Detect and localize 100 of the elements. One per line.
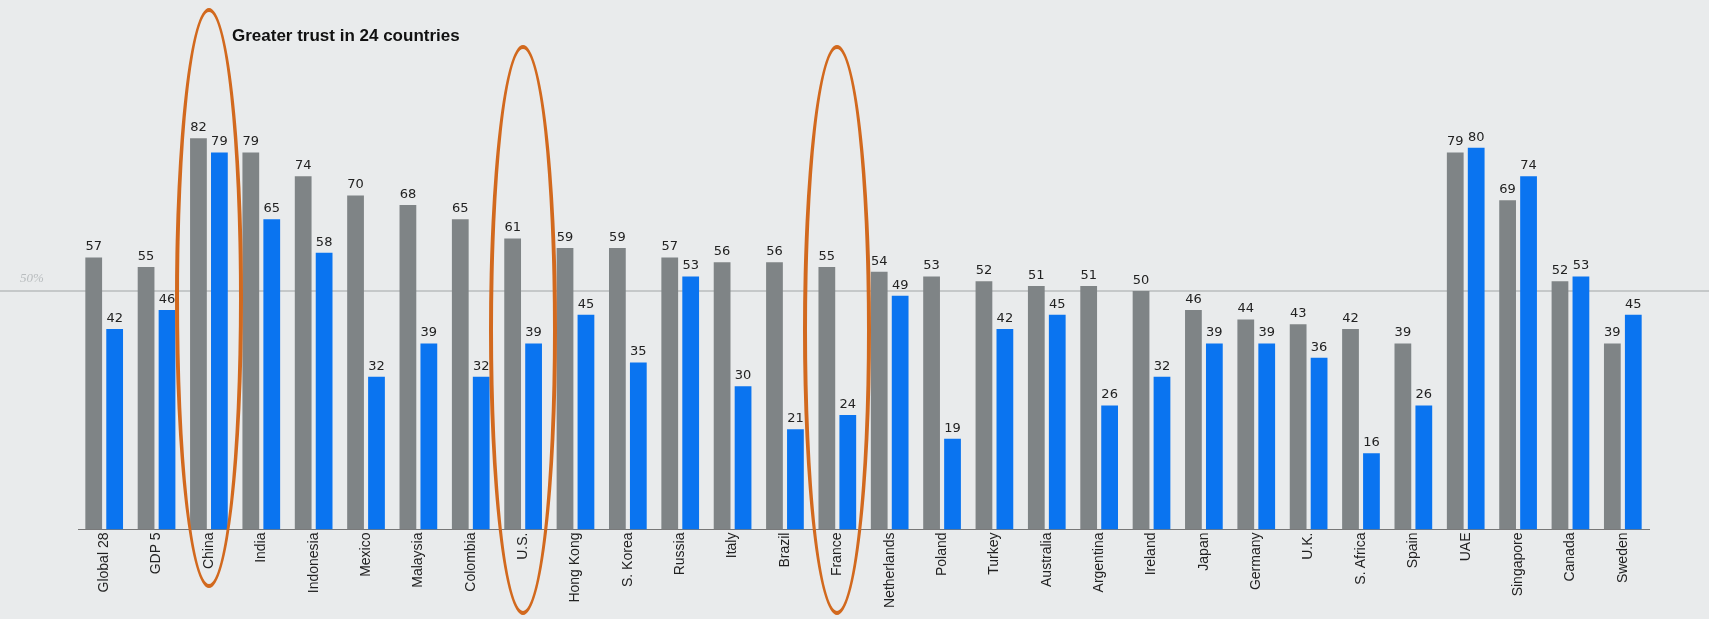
bar (294, 176, 312, 530)
data-label: 16 (1363, 434, 1380, 450)
bar (242, 152, 260, 530)
bar (211, 152, 228, 530)
data-label: 52 (1551, 262, 1569, 278)
data-label: 26 (1415, 386, 1433, 402)
bar (870, 271, 888, 530)
data-label: 55 (818, 247, 836, 263)
data-label: 24 (839, 395, 857, 411)
x-tick-label: India (252, 532, 269, 563)
bar (1289, 324, 1307, 530)
x-tick-label: Poland (932, 532, 949, 577)
bar (1205, 343, 1223, 530)
x-tick-label: Mexico (356, 532, 373, 577)
data-label: 19 (944, 419, 961, 435)
bar (399, 204, 417, 530)
x-tick-label: S. Africa (1351, 532, 1368, 585)
data-label: 49 (891, 276, 909, 292)
data-label: 69 (1499, 181, 1516, 197)
x-tick-label: Netherlands (880, 532, 897, 609)
x-tick-label: Argentina (1090, 532, 1107, 593)
bar (368, 376, 385, 530)
bar (525, 343, 542, 530)
bar (577, 314, 595, 530)
x-tick-label: Ireland (1142, 532, 1159, 576)
data-label: 58 (315, 233, 333, 249)
data-label: 36 (1310, 338, 1328, 354)
data-label: 57 (661, 238, 679, 254)
data-label: 68 (399, 185, 417, 201)
bar (766, 262, 783, 530)
data-label: 54 (870, 252, 888, 268)
bar (818, 267, 836, 530)
data-label: 53 (923, 257, 940, 273)
x-tick-label: Indonesia (304, 532, 321, 594)
data-label: 46 (158, 290, 176, 306)
x-tick-label: Sweden (1613, 532, 1630, 584)
x-tick-label: Singapore (1508, 532, 1525, 597)
bar (1551, 281, 1569, 530)
bar (347, 195, 364, 530)
data-label: 51 (1028, 267, 1045, 282)
x-tick-label: Australia (1037, 532, 1054, 587)
bar (1572, 276, 1590, 530)
data-label: 80 (1467, 128, 1485, 144)
bar (661, 257, 679, 530)
data-label: 39 (1206, 324, 1223, 340)
bar (1185, 309, 1202, 530)
x-tick-label: U.K. (1299, 532, 1316, 560)
data-label: 53 (682, 257, 699, 273)
x-tick-label: Global 28 (95, 532, 112, 593)
data-label: 42 (106, 309, 123, 325)
bar (1132, 290, 1150, 530)
bar (1310, 357, 1328, 530)
bar (1258, 343, 1276, 530)
data-label: 32 (368, 357, 385, 373)
data-label: 79 (1446, 133, 1464, 149)
x-tick-label: Germany (1247, 532, 1264, 591)
bar (1027, 286, 1045, 530)
bar (85, 257, 103, 530)
bar (891, 295, 909, 530)
data-label: 79 (211, 133, 228, 149)
data-label: 65 (263, 200, 281, 216)
bar (839, 414, 857, 530)
bar (1342, 329, 1359, 530)
bar (451, 219, 469, 530)
data-label: 57 (85, 238, 102, 254)
x-tick-label: Brazil (775, 532, 792, 568)
data-label: 50 (1132, 271, 1150, 287)
x-tick-label: Malaysia (409, 532, 426, 588)
data-label: 45 (577, 295, 595, 311)
bar (263, 219, 281, 530)
x-tick-label: France (828, 532, 845, 577)
data-label: 32 (1153, 357, 1171, 373)
bar (1520, 176, 1537, 530)
data-label: 46 (1185, 290, 1202, 306)
data-label: 39 (1604, 324, 1621, 340)
bar (1363, 453, 1380, 530)
bar (1467, 147, 1485, 530)
bar (137, 267, 155, 530)
bar (609, 247, 626, 530)
data-label: 56 (766, 243, 783, 259)
data-label: 30 (734, 367, 752, 383)
bar (1048, 314, 1066, 530)
data-label: 42 (996, 309, 1014, 325)
bar (1415, 405, 1433, 530)
bar (315, 252, 333, 530)
bar (158, 309, 176, 530)
data-label: 35 (630, 343, 647, 359)
bar (556, 247, 574, 530)
x-tick-label: Spain (1404, 532, 1421, 569)
x-tick-label: Turkey (985, 532, 1002, 575)
bar (106, 329, 124, 530)
bar (734, 386, 752, 530)
bar (944, 438, 961, 530)
x-tick-label: GDP 5 (147, 532, 164, 575)
bar (923, 276, 940, 530)
data-label: 39 (420, 324, 438, 340)
data-label: 70 (347, 176, 364, 192)
data-label: 45 (1625, 295, 1642, 311)
data-label: 26 (1101, 386, 1118, 402)
bar (190, 138, 207, 530)
